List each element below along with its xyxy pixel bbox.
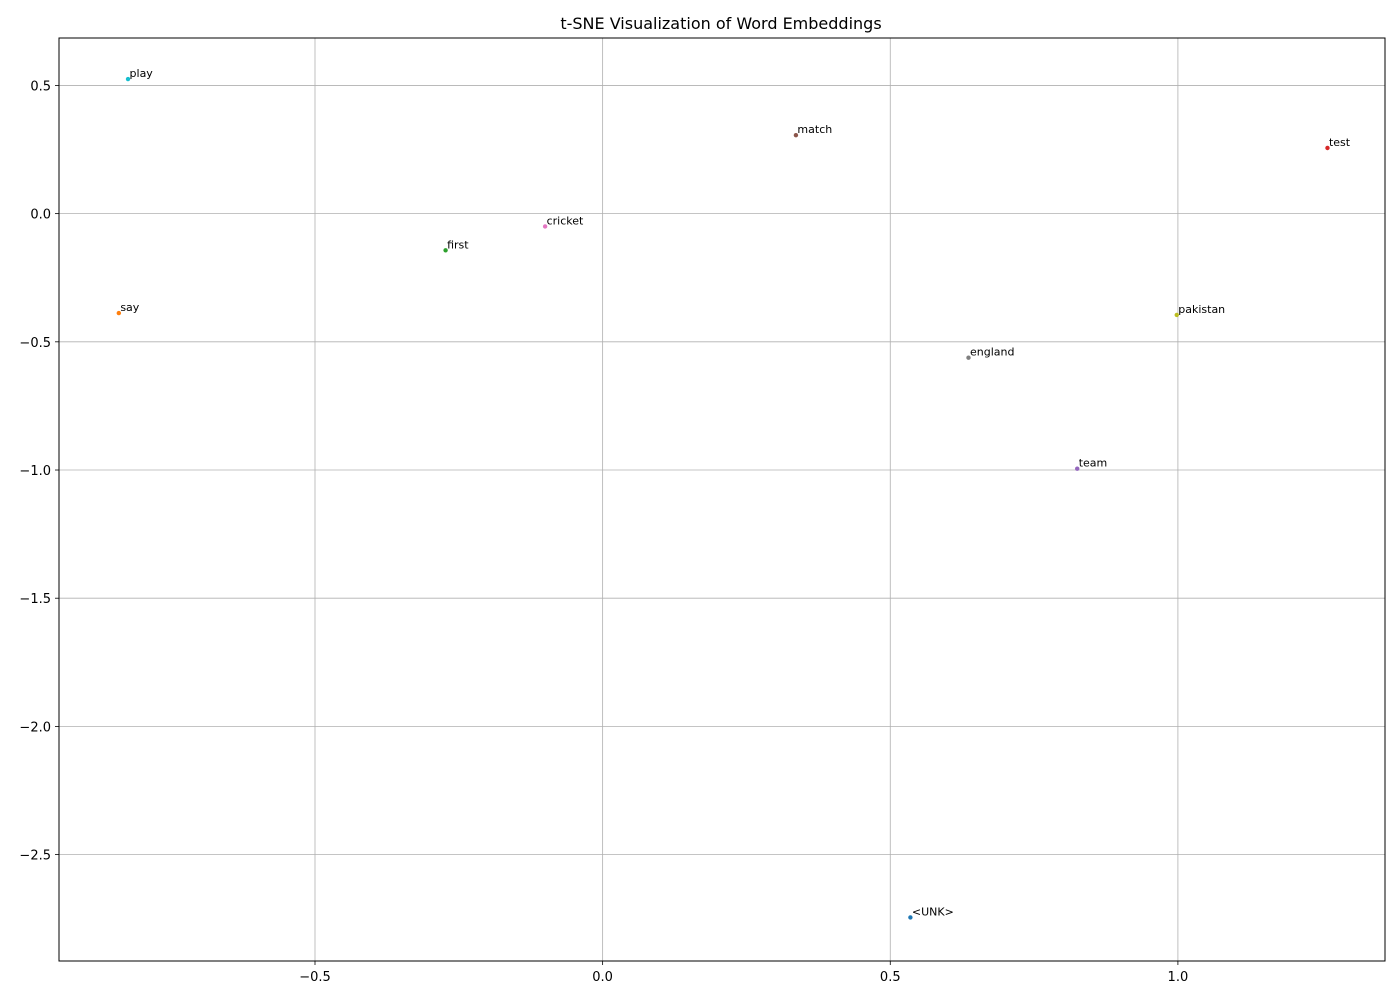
point-label-1: say [120, 301, 139, 314]
point-label-3: test [1329, 136, 1351, 149]
x-tick-label: 0.0 [592, 970, 613, 985]
y-tick-label: 0.5 [30, 79, 51, 94]
point-label-8: pakistan [1178, 303, 1225, 316]
point-label-7: england [970, 346, 1014, 359]
point-label-4: team [1079, 457, 1108, 470]
data-points: <UNK> say first test team match cricket england… [116, 67, 1351, 920]
x-tick-label: 0.5 [880, 970, 901, 985]
point-label-2: first [447, 238, 469, 251]
axes: −0.5 0.0 0.5 1.0 0.5 0.0 −0.5 −1.0 −1.5 −2.0 −2.5 [19, 79, 1188, 985]
y-tick-label: −1.5 [19, 592, 51, 607]
data-point-8 [1174, 312, 1179, 318]
point-label-9: play [130, 67, 154, 80]
x-tick-label: −0.5 [299, 970, 331, 985]
data-point-5 [793, 132, 799, 138]
point-label-6: cricket [547, 214, 584, 227]
y-tick-label: 0.0 [30, 208, 51, 223]
data-point-1 [116, 310, 122, 316]
grid-lines [59, 38, 1385, 961]
x-tick-label: 1.0 [1168, 970, 1189, 985]
chart-title: t-SNE Visualization of Word Embeddings [560, 14, 881, 33]
y-tick-label: −2.5 [19, 849, 51, 864]
data-point-6 [542, 224, 548, 229]
y-tick-label: −2.0 [19, 720, 51, 735]
data-point-3 [1325, 145, 1330, 151]
point-label-5: match [797, 123, 832, 136]
y-tick-label: −0.5 [19, 336, 51, 351]
y-tick-label: −1.0 [19, 464, 51, 479]
data-point-2 [443, 248, 448, 253]
data-point-9 [125, 76, 131, 82]
plot-frame [58, 37, 1386, 962]
data-point-4 [1075, 466, 1080, 471]
point-label-0: <UNK> [912, 905, 954, 918]
data-point-7 [966, 355, 971, 360]
data-point-0 [908, 915, 913, 920]
